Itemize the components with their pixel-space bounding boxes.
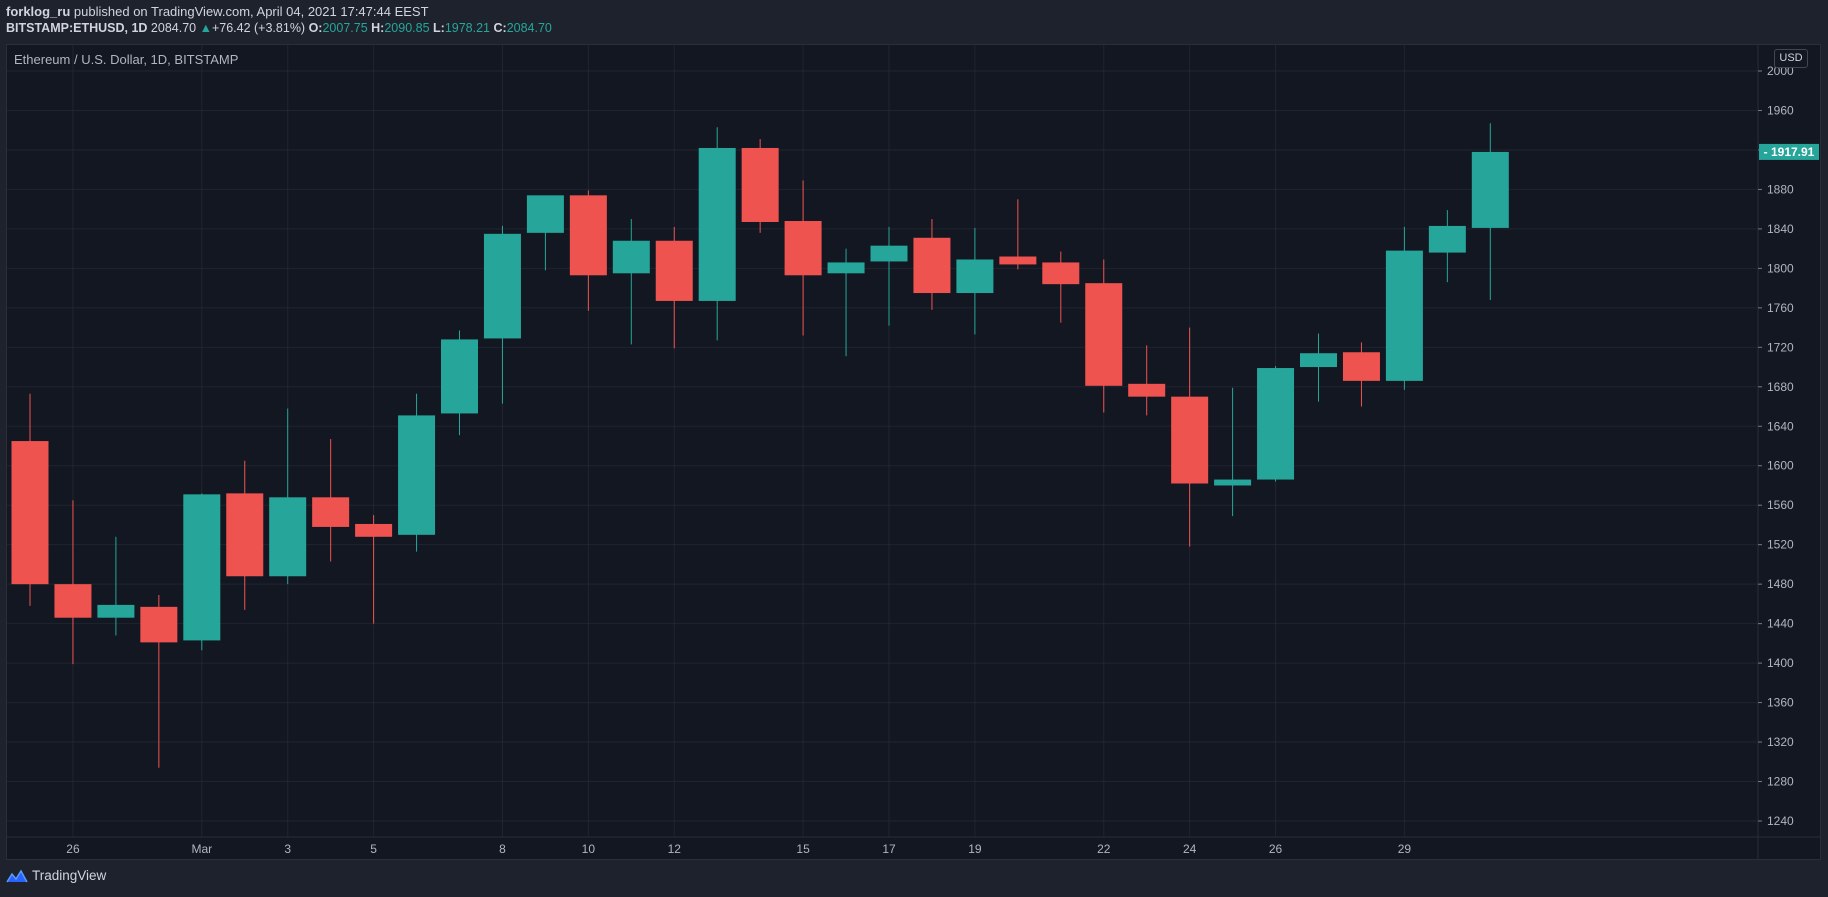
candle-body	[612, 240, 650, 274]
candle-body	[483, 233, 521, 339]
price-tick-label: 1960	[1767, 103, 1794, 117]
candle-body	[355, 523, 393, 537]
candle-body	[569, 195, 607, 276]
candle-body	[999, 256, 1037, 265]
price-tick-label: 1680	[1767, 380, 1794, 394]
candle-body	[398, 415, 436, 535]
open-value: 2007.75	[322, 21, 368, 35]
candle-body	[1257, 368, 1295, 480]
publisher-name[interactable]: forklog_ru	[6, 4, 71, 19]
symbol-info: BITSTAMP:ETHUSD, 1D 2084.70 ▲+76.42 (+3.…	[6, 21, 552, 35]
low-label: L:	[433, 21, 445, 35]
chart-legend: Ethereum / U.S. Dollar, 1D, BITSTAMP	[14, 52, 239, 67]
candle-body	[913, 237, 951, 294]
symbol-label: BITSTAMP:ETHUSD, 1D	[6, 21, 148, 35]
candle-body	[1300, 353, 1337, 368]
footer-brand-label: TradingView	[32, 868, 107, 883]
currency-button[interactable]: USD	[1774, 49, 1808, 68]
price-tick-label: 1280	[1767, 775, 1794, 789]
candle-body	[870, 245, 908, 262]
candle-body	[441, 339, 478, 414]
price-tick-label: 1600	[1767, 459, 1794, 473]
change-value: +76.42 (+3.81%)	[211, 21, 306, 35]
price-tick-label: 1560	[1767, 498, 1794, 512]
candle-body	[1042, 262, 1080, 285]
candle-body	[269, 497, 307, 577]
price-tick-label: 1440	[1767, 617, 1794, 631]
candle-body	[226, 493, 264, 577]
candle-body	[11, 441, 49, 585]
price-tick-label: 1840	[1767, 222, 1794, 236]
time-tick-label: 10	[582, 842, 596, 856]
time-tick-label: 26	[66, 842, 80, 856]
footer-brand[interactable]: TradingView	[6, 868, 106, 883]
time-tick-label: 5	[370, 842, 377, 856]
price-tick-label: 1760	[1767, 301, 1794, 315]
time-tick-label: 29	[1398, 842, 1412, 856]
candle-body	[956, 259, 994, 294]
publish-info: forklog_ru published on TradingView.com,…	[6, 4, 429, 19]
last-price: 2084.70	[150, 21, 197, 35]
candle-body	[698, 147, 736, 301]
price-tick-label: 1880	[1767, 182, 1794, 196]
time-tick-label: 3	[284, 842, 291, 856]
time-tick-label: 15	[796, 842, 810, 856]
high-label: H:	[371, 21, 385, 35]
candle-body	[526, 195, 564, 233]
time-tick-label: 26	[1269, 842, 1283, 856]
close-value: 2084.70	[506, 21, 552, 35]
time-tick-label: 17	[882, 842, 896, 856]
candle-body	[1085, 283, 1123, 386]
candle-body	[1342, 352, 1380, 381]
chart-frame[interactable]: 1240 1280 1320 1360 1400 1440 1480 1520 1560 1600…	[6, 44, 1821, 860]
candle-body	[183, 494, 221, 641]
time-tick-label: 12	[668, 842, 682, 856]
published-text: published on TradingView.com, April 04, …	[73, 4, 429, 19]
time-tick-label: 24	[1183, 842, 1197, 856]
candle-body	[54, 584, 92, 618]
candle-body	[784, 221, 822, 276]
candle-body	[1385, 250, 1423, 381]
price-tick-label: 1640	[1767, 419, 1794, 433]
price-tick-label: 1720	[1767, 340, 1794, 354]
candle-body	[1128, 383, 1166, 397]
price-tick-label: 1240	[1767, 814, 1794, 828]
price-tick-label: 1520	[1767, 538, 1794, 552]
price-tick-label: 1320	[1767, 735, 1794, 749]
time-tick-label: 19	[968, 842, 982, 856]
last-price-tag	[1759, 143, 1819, 160]
last-price-label: - 1917.91	[1764, 145, 1815, 159]
price-tick-label: 1800	[1767, 261, 1794, 275]
price-tick-label: 1480	[1767, 577, 1794, 591]
change-arrow-icon: ▲	[199, 21, 212, 35]
time-tick-label: 8	[499, 842, 506, 856]
candle-body	[827, 262, 865, 274]
tradingview-logo-icon	[6, 869, 28, 882]
candlestick-chart[interactable]: 1240 1280 1320 1360 1400 1440 1480 1520 1560 1600…	[7, 45, 1820, 859]
candle-body	[655, 240, 693, 301]
open-label: O:	[308, 21, 323, 35]
high-value: 2090.85	[384, 21, 430, 35]
candle-body	[1471, 151, 1509, 228]
candle-body	[1171, 396, 1209, 484]
time-tick-label: Mar	[191, 842, 212, 856]
candle-body	[97, 604, 135, 618]
low-value: 1978.21	[444, 21, 491, 35]
candle-body	[741, 147, 779, 222]
candle-body	[312, 497, 350, 527]
close-label: C:	[493, 21, 507, 35]
candle-body	[1214, 479, 1252, 486]
candle-body	[1428, 225, 1466, 253]
candle-body	[140, 606, 178, 643]
time-tick-label: 22	[1097, 842, 1111, 856]
price-tick-label: 1360	[1767, 696, 1794, 710]
price-tick-label: 1400	[1767, 656, 1794, 670]
